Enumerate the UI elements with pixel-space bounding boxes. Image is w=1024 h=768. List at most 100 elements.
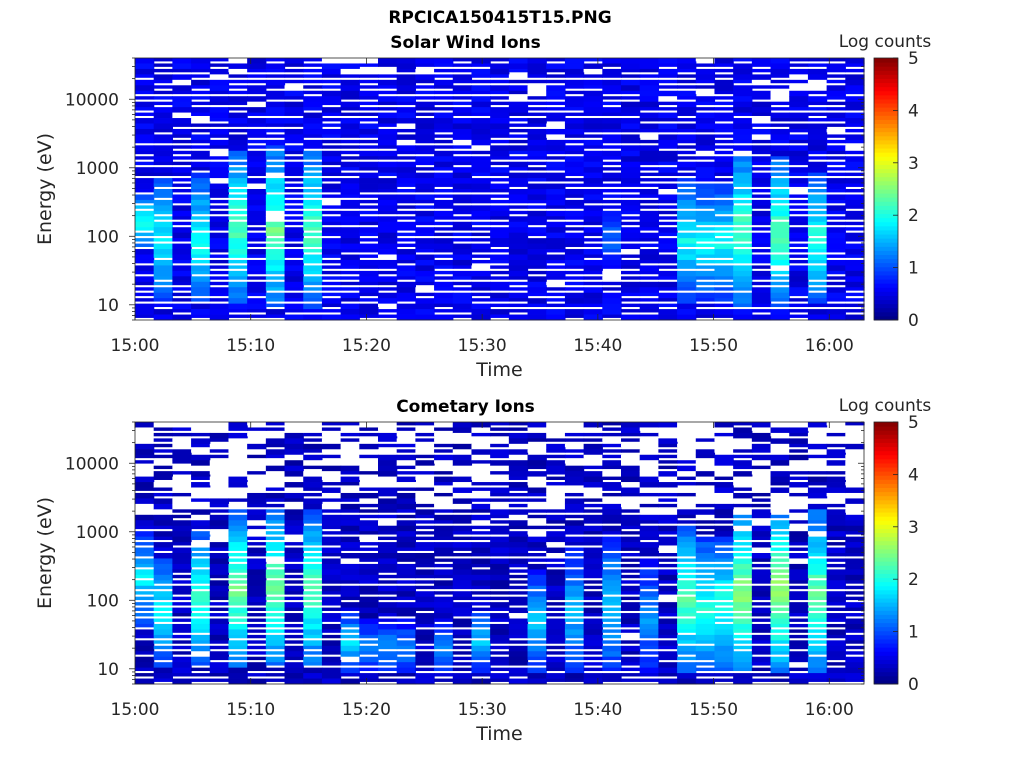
heatmap-cell [751, 629, 772, 633]
heatmap-cell [284, 422, 304, 426]
heatmap-cell [658, 563, 678, 568]
heatmap-cell [265, 574, 286, 579]
heatmap-cell [751, 678, 772, 682]
heatmap-cell [714, 178, 734, 182]
heatmap-cell [508, 123, 529, 127]
heatmap-cell [340, 292, 360, 299]
heatmap-cell [303, 607, 323, 614]
heatmap-cell [733, 580, 753, 584]
heatmap-cell [340, 249, 360, 253]
heatmap-cell [639, 270, 659, 275]
heatmap-cell [583, 542, 603, 546]
heatmap-cell [191, 492, 211, 499]
heatmap-cell [284, 542, 304, 546]
heatmap-cell [247, 161, 267, 168]
heatmap-cell [714, 651, 734, 658]
heatmap-cell [658, 189, 678, 195]
heatmap-cell [415, 645, 435, 650]
heatmap-cell [602, 613, 622, 617]
heatmap-cell [807, 96, 828, 103]
colorbar-swatch [874, 295, 898, 301]
heatmap-cell [695, 509, 716, 516]
heatmap-cell [321, 514, 342, 521]
heatmap-cell [751, 270, 772, 277]
heatmap-cell [452, 58, 473, 62]
heatmap-cell [564, 563, 585, 568]
heatmap-cell [826, 645, 846, 652]
heatmap-cell [452, 580, 473, 587]
heatmap-cell [789, 673, 809, 679]
heatmap-cell [807, 287, 828, 291]
heatmap-cell [807, 85, 828, 92]
heatmap-cell [807, 460, 828, 467]
heatmap-cell [490, 309, 510, 315]
heatmap-cell [826, 591, 846, 598]
heatmap-cell [658, 569, 678, 576]
heatmap-cell [621, 303, 641, 308]
heatmap-cell [508, 487, 529, 491]
heatmap-cell [434, 221, 454, 226]
heatmap-cell [789, 118, 809, 122]
heatmap-cell [378, 602, 398, 608]
heatmap-cell [434, 85, 454, 89]
heatmap-cell [751, 536, 772, 541]
heatmap-cell [546, 438, 566, 442]
heatmap-cell [658, 422, 678, 428]
heatmap-cell [135, 68, 155, 75]
heatmap-cell [826, 150, 846, 155]
heatmap-cell [415, 128, 435, 135]
heatmap-cell [378, 520, 398, 527]
heatmap-cell [602, 227, 622, 231]
heatmap-cell [471, 123, 491, 130]
heatmap-cell [396, 656, 416, 663]
heatmap-cell [303, 542, 323, 546]
heatmap-cell [172, 514, 192, 519]
heatmap-cell [714, 465, 734, 472]
heatmap-cell [677, 270, 697, 277]
heatmap-cell [303, 96, 323, 103]
heatmap-cell [695, 449, 716, 456]
heatmap-cell [564, 134, 585, 138]
heatmap-cell [321, 172, 342, 177]
heatmap-cell [321, 128, 342, 135]
heatmap-cell [378, 254, 398, 258]
heatmap-cell [490, 618, 510, 622]
heatmap-cell [546, 259, 566, 264]
heatmap-cell [303, 438, 323, 442]
heatmap-cell [340, 287, 360, 291]
heatmap-cell [135, 553, 155, 557]
heatmap-cell [826, 574, 846, 581]
heatmap-cell [228, 292, 248, 299]
heatmap-cell [789, 134, 809, 141]
heatmap-cell [284, 656, 304, 661]
heatmap-cell [639, 667, 659, 674]
heatmap-cell [359, 525, 379, 532]
heatmap-cell [602, 476, 622, 480]
heatmap-cell [228, 249, 248, 255]
colorbar-swatch [874, 66, 898, 71]
heatmap-cell [546, 427, 566, 434]
heatmap-cell [826, 667, 846, 674]
heatmap-cell [135, 662, 155, 669]
heatmap-cell [508, 553, 529, 557]
heatmap-cell [658, 673, 678, 677]
heatmap-cell [415, 167, 435, 171]
heatmap-cell [321, 492, 342, 499]
heatmap-cell [751, 656, 772, 663]
heatmap-cell [564, 427, 585, 434]
heatmap-cell [359, 460, 379, 464]
heatmap-cell [153, 287, 173, 294]
heatmap-cell [396, 465, 416, 470]
heatmap-cell [770, 432, 790, 437]
heatmap-cell [265, 178, 286, 184]
heatmap-cell [247, 443, 267, 450]
heatmap-cell [546, 134, 566, 138]
heatmap-cell [733, 85, 753, 92]
heatmap-cell [321, 553, 342, 557]
heatmap-cell [434, 531, 454, 538]
heatmap-cell [508, 259, 529, 266]
heatmap-cell [583, 520, 603, 524]
heatmap-cell [378, 249, 398, 255]
heatmap-cell [546, 673, 566, 679]
heatmap-cell [527, 216, 547, 223]
